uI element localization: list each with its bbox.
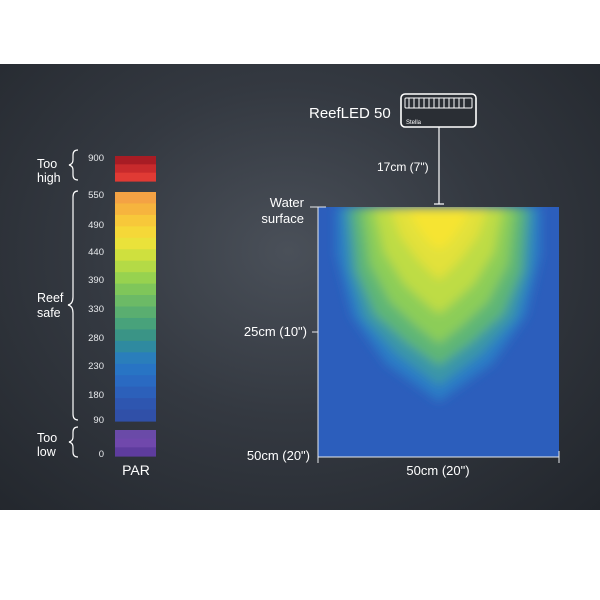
too-low-band — [115, 438, 156, 448]
par-diagram-panel: 900 550 490 440 390 330 280 230 180 90 0 Too hig… — [0, 64, 600, 510]
reef-safe-label-line1: Reef — [37, 291, 64, 305]
too-high-band — [115, 156, 156, 165]
too-high-band — [115, 164, 156, 174]
reef-safe-band — [115, 398, 156, 411]
reef-safe-band — [115, 249, 156, 262]
reef-safe-band — [115, 352, 156, 365]
par-scale-too-low — [115, 430, 156, 457]
too-high-label-line2: high — [37, 171, 61, 185]
reef-safe-band — [115, 283, 156, 296]
par-tick-330: 330 — [88, 304, 104, 315]
par-tick-0: 0 — [99, 449, 104, 460]
too-low-brace — [68, 426, 79, 458]
reef-safe-band — [115, 329, 156, 342]
too-low-band — [115, 447, 156, 457]
par-heatmap — [318, 207, 559, 457]
too-low-label-line2: low — [37, 445, 57, 459]
reef-safe-band — [115, 260, 156, 273]
too-low-label-line1: Too — [37, 431, 57, 445]
reef-safe-band — [115, 375, 156, 388]
reef-safe-band — [115, 306, 156, 319]
par-scale-too-high — [115, 156, 156, 182]
reef-safe-band — [115, 272, 156, 285]
reef-safe-band — [115, 203, 156, 216]
reef-safe-band — [115, 363, 156, 376]
too-low-band — [115, 430, 156, 440]
water-surface-label-line2: surface — [261, 211, 304, 226]
reef-safe-band — [115, 295, 156, 308]
width-label: 50cm (20") — [406, 463, 469, 478]
reef-safe-band — [115, 386, 156, 399]
par-tick-90: 90 — [93, 415, 104, 426]
par-tick-440: 440 — [88, 247, 104, 258]
par-tick-550: 550 — [88, 190, 104, 201]
par-diagram: 900 550 490 440 390 330 280 230 180 90 0 Too hig… — [37, 93, 560, 478]
too-high-label-line1: Too — [37, 157, 57, 171]
par-tick-390: 390 — [88, 275, 104, 286]
par-scale-reef-safe — [115, 192, 156, 422]
reef-safe-band — [115, 226, 156, 239]
reef-safe-band — [115, 214, 156, 227]
svg-text:Stella: Stella — [406, 120, 422, 126]
reef-safe-band — [115, 340, 156, 353]
par-tick-230: 230 — [88, 361, 104, 372]
reefled-fixture-icon: Stella — [400, 93, 477, 128]
reef-safe-band — [115, 317, 156, 330]
depth-mid-label: 25cm (10") — [244, 324, 307, 339]
par-tick-900: 900 — [88, 153, 104, 164]
par-tick-280: 280 — [88, 333, 104, 344]
par-unit-label: PAR — [122, 462, 150, 478]
reef-safe-brace — [67, 190, 79, 421]
reef-safe-band — [115, 237, 156, 250]
water-surface-label-line1: Water — [270, 195, 305, 210]
par-tick-180: 180 — [88, 390, 104, 401]
par-tick-490: 490 — [88, 220, 104, 231]
reef-safe-band — [115, 192, 156, 205]
too-high-band — [115, 172, 156, 182]
too-high-brace — [68, 149, 79, 181]
device-name: ReefLED 50 — [309, 105, 391, 122]
reef-safe-label-line2: safe — [37, 306, 61, 320]
reef-safe-band — [115, 409, 156, 422]
mount-height-label: 17cm (7") — [377, 160, 429, 174]
depth-bottom-label: 50cm (20") — [247, 448, 310, 463]
